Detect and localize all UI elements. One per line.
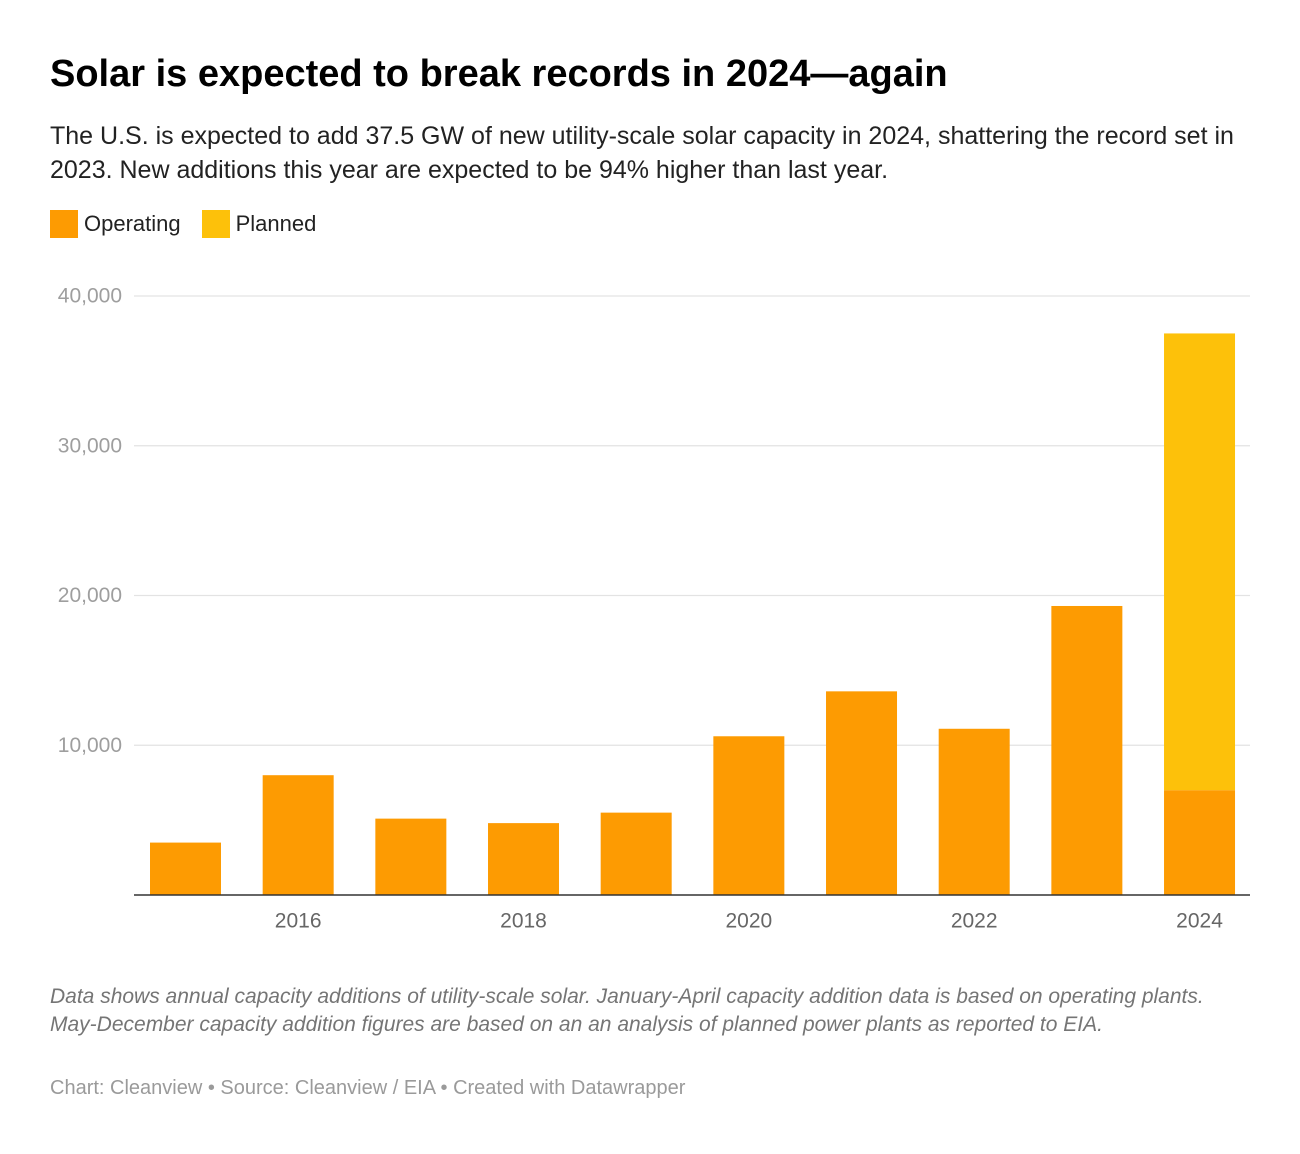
legend-item-planned: Planned (201, 210, 317, 238)
legend-label-planned: Planned (235, 211, 317, 236)
bar-operating-2024 (1164, 790, 1236, 895)
x-tick-label: 2022 (951, 910, 998, 933)
bar-operating-2015 (150, 842, 221, 895)
bar-chart: 10,000 20,000 30,000 40,000 2016 2018 2020 2022… (58, 285, 1250, 933)
x-tick-label: 2020 (725, 910, 772, 933)
y-tick-label: 40,000 (58, 285, 122, 308)
bar-operating-2020 (713, 736, 785, 895)
x-tick-label: 2018 (500, 910, 547, 933)
bar-operating-2016 (262, 775, 334, 895)
bar-operating-2019 (600, 812, 672, 895)
y-tick-label: 10,000 (58, 734, 122, 757)
bar-operating-2023 (1051, 605, 1123, 895)
bar-operating-2018 (488, 823, 560, 895)
x-tick-label: 2016 (275, 910, 322, 933)
x-axis-labels: 2016 2018 2020 2022 2024 (275, 910, 1223, 933)
chart-legend: Operating Planned (50, 210, 337, 238)
bar-planned-2024 (1164, 333, 1236, 791)
legend-swatch-planned (201, 210, 230, 238)
bar-operating-2017 (375, 818, 447, 895)
chart-credit: Chart: Cleanview • Source: Cleanview / E… (50, 1077, 686, 1099)
chart-subtitle: The U.S. is expected to add 37.5 GW of n… (50, 122, 1234, 184)
bars (150, 333, 1236, 895)
bar-operating-2022 (938, 728, 1010, 895)
legend-item-operating: Operating (50, 210, 181, 238)
y-tick-label: 30,000 (58, 434, 122, 457)
bar-operating-2021 (826, 691, 898, 895)
legend-label-operating: Operating (84, 211, 181, 236)
chart-notes: Data shows annual capacity additions of … (50, 985, 1204, 1036)
y-tick-label: 20,000 (58, 584, 122, 607)
y-axis-labels: 10,000 20,000 30,000 40,000 (58, 285, 122, 757)
legend-swatch-operating (50, 210, 78, 238)
x-tick-label: 2024 (1176, 910, 1223, 933)
chart-title: Solar is expected to break records in 20… (50, 53, 948, 95)
